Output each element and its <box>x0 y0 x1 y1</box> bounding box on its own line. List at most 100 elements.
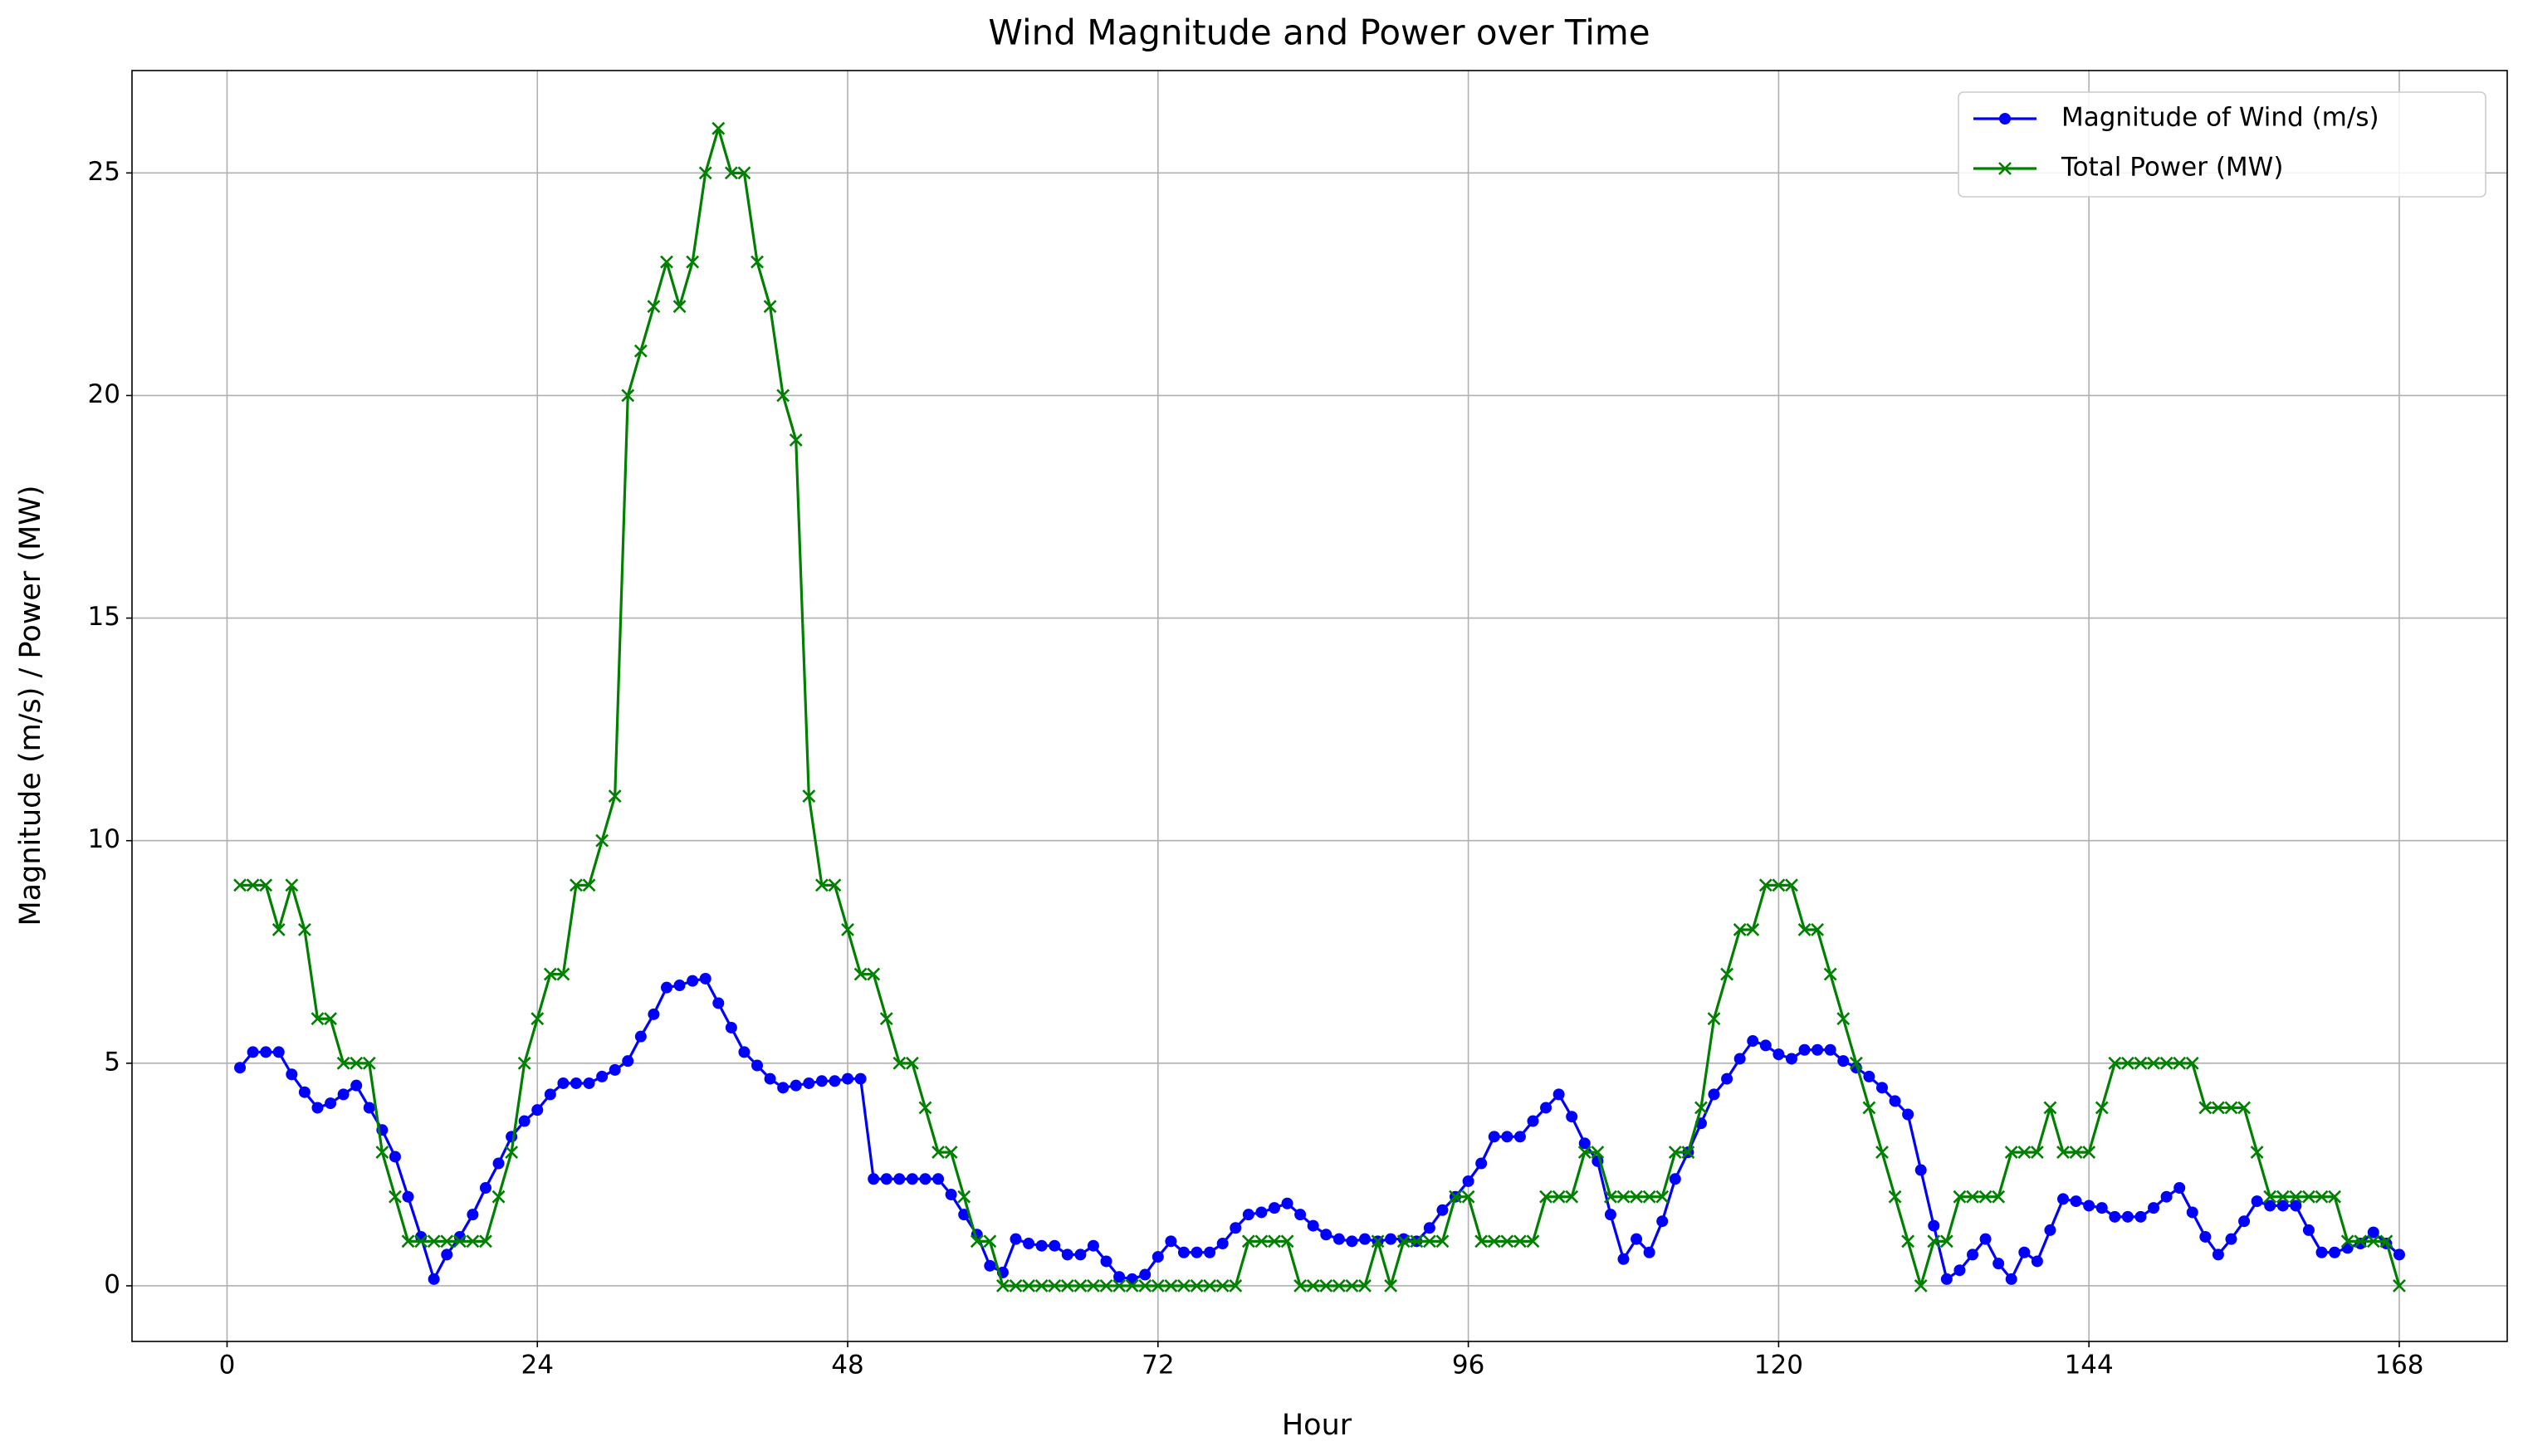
plot-frame <box>131 70 2508 1342</box>
marker <box>2393 1279 2406 1292</box>
marker <box>1643 1246 1655 1258</box>
legend: Magnitude of Wind (m/s) Total Power (MW) <box>1958 91 2486 198</box>
marker <box>1978 1190 1992 1204</box>
marker <box>1540 1102 1552 1114</box>
y-axis-label: Magnitude (m/s) / Power (MW) <box>14 485 47 926</box>
marker <box>362 1056 376 1070</box>
marker <box>1010 1233 1022 1245</box>
marker <box>2017 1146 2032 1160</box>
marker <box>1332 1279 1346 1292</box>
marker <box>505 1146 519 1160</box>
marker <box>2005 1273 2017 1285</box>
marker <box>336 1056 350 1070</box>
marker <box>2366 1234 2380 1248</box>
marker <box>970 1234 984 1248</box>
marker <box>2095 1101 2109 1115</box>
marker <box>1307 1219 1319 1232</box>
marker <box>1616 1190 1631 1204</box>
x-tick-label: 48 <box>831 1351 863 1380</box>
marker <box>1604 1209 1616 1221</box>
x-tick-label: 72 <box>1142 1351 1174 1380</box>
marker <box>1552 1088 1565 1101</box>
marker <box>1901 1234 1915 1248</box>
marker <box>1539 1190 1552 1204</box>
marker <box>1061 1248 1073 1261</box>
marker <box>466 1234 480 1248</box>
marker <box>427 1234 441 1248</box>
legend-label: Total Power (MW) <box>2061 153 2283 183</box>
marker <box>1811 923 1825 936</box>
marker <box>2056 1146 2070 1160</box>
marker <box>1681 1146 1695 1160</box>
marker <box>1048 1279 1062 1292</box>
marker <box>298 1086 310 1098</box>
marker <box>1280 1234 1294 1248</box>
marker <box>2121 1210 2134 1223</box>
marker <box>271 923 286 936</box>
marker <box>2109 1210 2121 1223</box>
marker <box>1332 1233 1345 1245</box>
marker <box>544 1088 556 1101</box>
marker <box>2082 1146 2096 1160</box>
marker <box>1087 1239 1099 1252</box>
marker <box>401 1234 415 1248</box>
marker <box>892 1056 907 1070</box>
marker <box>1073 1279 1088 1292</box>
marker <box>1474 1234 1489 1248</box>
marker <box>543 967 557 981</box>
marker <box>1758 878 1772 892</box>
marker <box>1151 1251 1164 1263</box>
marker <box>1914 1279 1928 1292</box>
marker <box>789 433 803 447</box>
marker <box>1928 1219 1940 1232</box>
marker <box>944 1146 958 1160</box>
marker <box>440 1234 454 1248</box>
marker <box>738 1046 751 1058</box>
marker <box>1125 1279 1139 1292</box>
marker <box>1527 1115 1539 1127</box>
marker <box>2264 1199 2276 1212</box>
marker <box>1798 1043 1811 1056</box>
marker <box>686 255 700 269</box>
marker <box>1268 1202 1280 1214</box>
marker <box>776 388 790 403</box>
marker <box>441 1248 453 1261</box>
marker <box>1513 1234 1527 1248</box>
marker <box>1552 1190 1566 1204</box>
marker <box>790 1079 802 1092</box>
marker <box>945 1189 957 1201</box>
marker <box>2095 1202 2108 1214</box>
marker <box>260 1046 272 1058</box>
marker <box>1668 1146 1682 1160</box>
marker <box>2160 1190 2173 1203</box>
marker <box>1979 1233 1992 1245</box>
marker <box>725 1021 737 1033</box>
marker <box>1165 1235 1177 1248</box>
marker <box>609 1063 621 1076</box>
marker <box>2083 1199 2095 1212</box>
marker <box>853 967 868 981</box>
marker <box>1902 1108 1914 1121</box>
marker <box>958 1209 971 1221</box>
marker <box>1999 113 2011 125</box>
marker <box>763 300 777 314</box>
marker <box>1113 1271 1126 1283</box>
marker <box>1785 878 1798 892</box>
marker <box>1566 1111 1578 1123</box>
marker <box>2147 1056 2160 1070</box>
marker <box>1863 1070 1875 1082</box>
marker <box>375 1146 389 1160</box>
marker <box>1449 1190 1462 1204</box>
x-tick-label: 168 <box>2374 1351 2423 1380</box>
legend-label: Magnitude of Wind (m/s) <box>2061 103 2379 133</box>
marker <box>1254 1234 1269 1248</box>
marker <box>803 1077 815 1089</box>
y-tick-label: 15 <box>88 602 120 632</box>
marker <box>814 878 829 892</box>
marker <box>2211 1101 2225 1115</box>
marker <box>1215 1279 1230 1292</box>
marker <box>905 1056 919 1070</box>
y-tick-label: 10 <box>88 824 120 854</box>
marker <box>570 1077 582 1089</box>
marker <box>1462 1175 1474 1187</box>
